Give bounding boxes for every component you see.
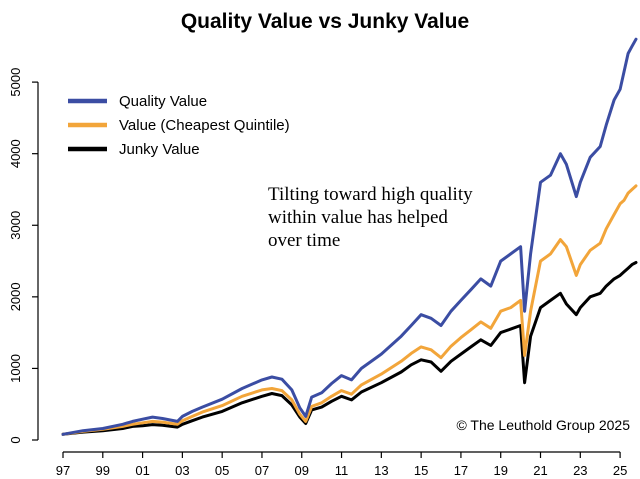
y-axis: 0 1000 2000 3000 4000 5000 xyxy=(8,68,39,444)
series-lines xyxy=(61,37,638,436)
x-tick-label: 11 xyxy=(335,463,349,478)
x-tick-label: 13 xyxy=(374,463,388,478)
x-tick-label: 97 xyxy=(56,463,70,478)
annotation-line: over time xyxy=(268,230,340,251)
y-tick-label: 1000 xyxy=(8,354,23,383)
x-tick-label: 19 xyxy=(493,463,507,478)
legend-label: Value (Cheapest Quintile) xyxy=(119,117,290,134)
series-line-quality-value xyxy=(61,37,638,436)
x-tick-label: 15 xyxy=(414,463,428,478)
y-tick-label: 2000 xyxy=(8,282,23,311)
series-line-junky-value xyxy=(61,261,638,436)
y-tick-label: 3000 xyxy=(8,211,23,240)
x-tick-label: 05 xyxy=(215,463,229,478)
annotation-line: Tilting toward high quality xyxy=(268,184,473,205)
x-tick-label: 07 xyxy=(255,463,269,478)
y-tick-label: 0 xyxy=(8,436,23,443)
y-tick-label: 4000 xyxy=(8,139,23,168)
x-tick-label: 23 xyxy=(573,463,587,478)
x-tick-label: 21 xyxy=(533,463,547,478)
legend: Quality Value Value (Cheapest Quintile) Ju… xyxy=(68,93,290,158)
legend-label: Junky Value xyxy=(119,141,200,158)
x-tick-label: 17 xyxy=(454,463,468,478)
copyright-text: © The Leuthold Group 2025 xyxy=(456,417,630,433)
x-tick-label: 03 xyxy=(175,463,189,478)
series-line-value-cheapest-quintile xyxy=(61,184,638,436)
x-tick-label: 01 xyxy=(135,463,149,478)
legend-label: Quality Value xyxy=(119,93,207,110)
chart-title: Quality Value vs Junky Value xyxy=(181,10,469,33)
annotation-line: within value has helped xyxy=(268,207,448,228)
x-axis: 97 99 01 03 05 07 09 11 13 15 17 19 21 23 25 xyxy=(56,451,627,478)
x-tick-label: 99 xyxy=(96,463,110,478)
y-tick-label: 5000 xyxy=(8,68,23,97)
annotation-text: Tilting toward high quality within value … xyxy=(268,184,473,251)
x-tick-label: 25 xyxy=(613,463,627,478)
x-tick-label: 09 xyxy=(295,463,309,478)
